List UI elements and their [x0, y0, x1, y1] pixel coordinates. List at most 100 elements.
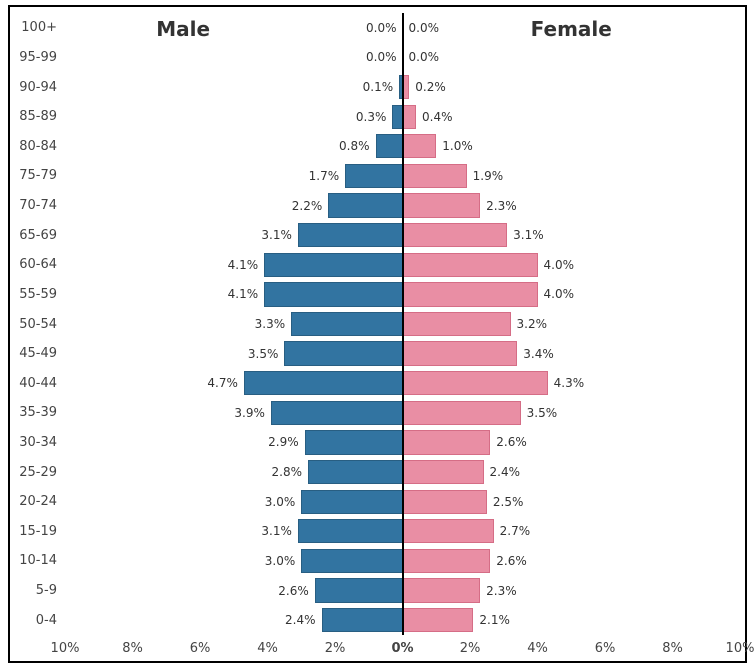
y-tick-label: 80-84 — [19, 139, 57, 154]
female-bar — [403, 105, 417, 129]
y-tick-label: 15-19 — [19, 524, 57, 539]
female-value-label: 4.0% — [544, 287, 575, 301]
female-bar — [403, 164, 467, 188]
female-value-label: 1.0% — [442, 139, 473, 153]
male-bar — [315, 578, 403, 602]
female-bar — [403, 75, 410, 99]
female-value-label: 2.5% — [493, 495, 524, 509]
y-tick-label: 10-14 — [19, 553, 57, 568]
male-bar — [328, 193, 402, 217]
y-tick-label: 100+ — [21, 20, 57, 35]
male-value-label: 3.3% — [255, 317, 286, 331]
male-value-label: 2.8% — [272, 465, 303, 479]
male-value-label: 2.4% — [285, 613, 316, 627]
male-value-label: 4.7% — [207, 376, 238, 390]
male-value-label: 4.1% — [228, 258, 259, 272]
x-tick-label: 6% — [585, 641, 625, 656]
male-bar — [298, 223, 403, 247]
female-value-label: 1.9% — [473, 169, 504, 183]
y-tick-label: 75-79 — [19, 168, 57, 183]
y-tick-label: 0-4 — [36, 613, 57, 628]
x-tick-label: 4% — [248, 641, 288, 656]
female-value-label: 2.6% — [496, 554, 527, 568]
male-bar — [291, 312, 402, 336]
female-bar — [403, 253, 538, 277]
female-bar — [403, 401, 521, 425]
male-bar — [264, 253, 402, 277]
male-bar — [298, 519, 403, 543]
male-bar — [271, 401, 403, 425]
female-value-label: 2.6% — [496, 435, 527, 449]
x-tick-label: 10% — [720, 641, 755, 656]
male-value-label: 3.0% — [265, 495, 296, 509]
chart-frame: 2.4% 2.1% 2.6% 2.3% 3.0% 2.6% 3.1% 2.7% 3.0% 2.5%… — [0, 0, 755, 669]
y-tick-label: 85-89 — [19, 109, 57, 124]
female-value-label: 3.1% — [513, 228, 544, 242]
y-tick-label: 65-69 — [19, 228, 57, 243]
female-bar — [403, 578, 481, 602]
female-bar — [403, 490, 487, 514]
female-value-label: 2.3% — [486, 199, 517, 213]
male-bar — [244, 371, 403, 395]
y-tick-label: 25-29 — [19, 465, 57, 480]
female-bar — [403, 341, 518, 365]
male-value-label: 2.2% — [292, 199, 323, 213]
female-bar — [403, 223, 508, 247]
female-value-label: 2.3% — [486, 584, 517, 598]
y-tick-label: 30-34 — [19, 435, 57, 450]
female-value-label: 4.0% — [544, 258, 575, 272]
male-value-label: 0.0% — [366, 50, 397, 64]
female-bar — [403, 312, 511, 336]
male-bar — [301, 490, 402, 514]
y-tick-label: 70-74 — [19, 198, 57, 213]
male-value-label: 3.0% — [265, 554, 296, 568]
female-bar — [403, 134, 437, 158]
female-value-label: 4.3% — [554, 376, 585, 390]
female-bar — [403, 608, 474, 632]
female-bar — [403, 460, 484, 484]
female-value-label: 0.2% — [415, 80, 446, 94]
x-tick-label: 0% — [383, 641, 423, 656]
male-value-label: 0.0% — [366, 21, 397, 35]
female-value-label: 0.0% — [409, 21, 440, 35]
male-value-label: 3.9% — [234, 406, 265, 420]
male-bar — [305, 430, 403, 454]
female-value-label: 3.2% — [517, 317, 548, 331]
y-tick-label: 90-94 — [19, 80, 57, 95]
female-bar — [403, 549, 491, 573]
y-tick-label: 55-59 — [19, 287, 57, 302]
male-bar — [345, 164, 402, 188]
male-bar — [264, 282, 402, 306]
male-value-label: 2.9% — [268, 435, 299, 449]
female-value-label: 3.5% — [527, 406, 558, 420]
male-value-label: 0.3% — [356, 110, 387, 124]
male-value-label: 0.8% — [339, 139, 370, 153]
x-tick-label: 8% — [653, 641, 693, 656]
female-value-label: 2.7% — [500, 524, 531, 538]
female-bar — [403, 430, 491, 454]
male-bar — [308, 460, 403, 484]
female-value-label: 2.4% — [490, 465, 521, 479]
y-tick-label: 95-99 — [19, 50, 57, 65]
female-bar — [403, 282, 538, 306]
y-tick-label: 50-54 — [19, 317, 57, 332]
chart-area: 2.4% 2.1% 2.6% 2.3% 3.0% 2.6% 3.1% 2.7% 3.0% 2.5%… — [65, 13, 740, 635]
x-tick-label: 10% — [45, 641, 85, 656]
y-tick-label: 60-64 — [19, 257, 57, 272]
female-value-label: 2.1% — [479, 613, 510, 627]
male-bar — [284, 341, 402, 365]
male-value-label: 2.6% — [278, 584, 309, 598]
female-value-label: 0.0% — [409, 50, 440, 64]
female-bar — [403, 519, 494, 543]
x-tick-label: 6% — [180, 641, 220, 656]
x-tick-label: 4% — [518, 641, 558, 656]
x-tick-label: 2% — [315, 641, 355, 656]
y-tick-label: 35-39 — [19, 405, 57, 420]
x-tick-label: 8% — [113, 641, 153, 656]
male-bar — [392, 105, 402, 129]
male-value-label: 4.1% — [228, 287, 259, 301]
y-tick-label: 5-9 — [36, 583, 57, 598]
female-value-label: 3.4% — [523, 347, 554, 361]
male-value-label: 0.1% — [363, 80, 394, 94]
male-bar — [376, 134, 403, 158]
